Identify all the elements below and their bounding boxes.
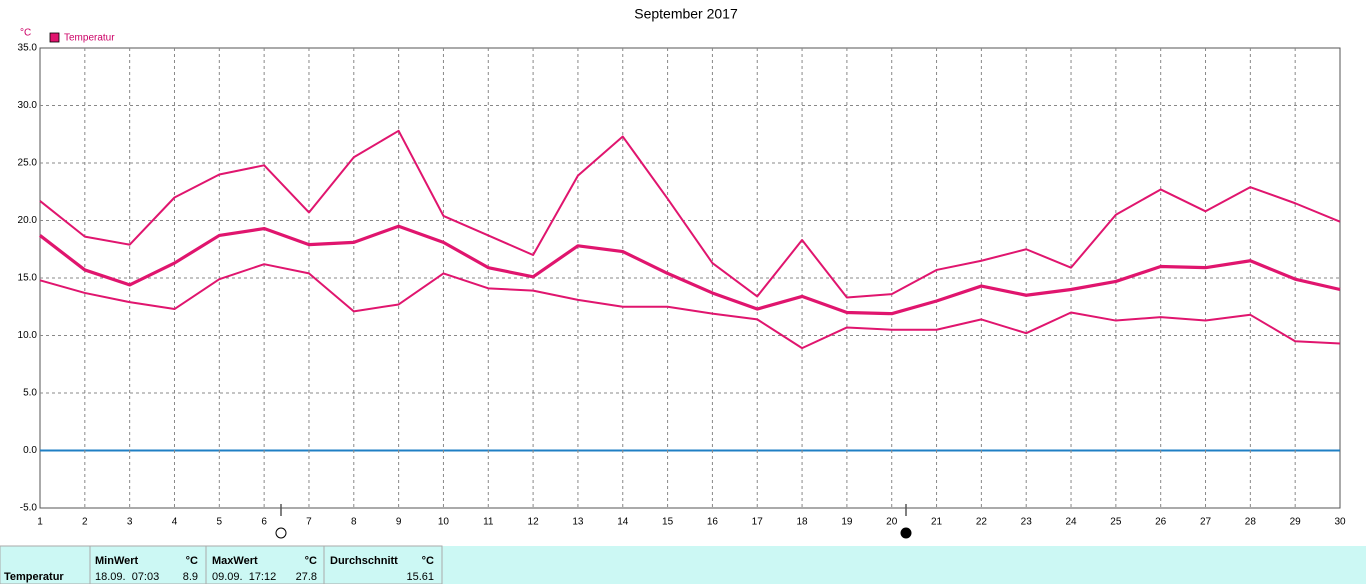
x-tick-label: 5 <box>217 517 223 528</box>
stats-table-border <box>0 545 443 584</box>
x-tick-label: 24 <box>1065 517 1077 528</box>
x-tick-label: 9 <box>396 517 402 528</box>
x-tick-label: 25 <box>1110 517 1122 528</box>
y-tick-label: -5.0 <box>20 503 38 514</box>
y-tick-label: 35.0 <box>18 43 38 54</box>
x-tick-label: 27 <box>1200 517 1212 528</box>
x-tick-label: 11 <box>483 517 494 528</box>
x-tick-label: 16 <box>707 517 719 528</box>
x-tick-label: 29 <box>1290 517 1302 528</box>
y-unit: °C <box>20 28 31 39</box>
new-moon-icon <box>900 527 912 539</box>
table-cell: 27.8 <box>296 571 317 583</box>
x-tick-label: 13 <box>572 517 584 528</box>
x-tick-label: 19 <box>841 517 853 528</box>
x-tick-label: 15 <box>662 517 674 528</box>
x-tick-label: 6 <box>261 517 267 528</box>
x-tick-label: 7 <box>306 517 312 528</box>
x-tick-label: 17 <box>752 517 764 528</box>
legend-swatch <box>49 32 60 43</box>
table-cell: 8.9 <box>183 571 198 583</box>
x-tick-label: 30 <box>1334 517 1346 528</box>
table-cell: 15.61 <box>406 571 434 583</box>
x-tick-label: 3 <box>127 517 133 528</box>
x-tick-label: 1 <box>37 517 43 528</box>
series-line <box>39 224 1341 316</box>
chart-title: September 2017 <box>634 6 738 22</box>
full-moon-icon <box>275 527 287 539</box>
y-tick-label: 0.0 <box>23 445 37 456</box>
table-cell: 09.09. 17:12 <box>212 571 276 583</box>
x-tick-label: 21 <box>931 517 943 528</box>
y-tick-label: 20.0 <box>18 215 38 226</box>
stats-table <box>0 546 1366 584</box>
y-tick-label: 5.0 <box>23 388 37 399</box>
table-header: MaxWert <box>212 555 258 567</box>
table-row-label: Temperatur <box>4 571 64 583</box>
table-cell: 18.09. 07:03 <box>95 571 159 583</box>
x-tick-label: 10 <box>438 517 450 528</box>
table-header: Durchschnitt <box>330 555 398 567</box>
y-tick-label: 15.0 <box>18 273 38 284</box>
y-tick-label: 25.0 <box>18 158 38 169</box>
table-header: °C <box>305 555 317 567</box>
y-tick-label: 10.0 <box>18 330 38 341</box>
x-tick-label: 28 <box>1245 517 1257 528</box>
x-tick-label: 4 <box>172 517 178 528</box>
series-line <box>39 129 1341 299</box>
x-tick-label: 12 <box>528 517 540 528</box>
legend-label: Temperatur <box>64 33 115 44</box>
x-tick-label: 18 <box>797 517 809 528</box>
x-tick-label: 14 <box>617 517 629 528</box>
x-tick-label: 2 <box>82 517 88 528</box>
x-tick-label: 20 <box>886 517 898 528</box>
x-tick-label: 23 <box>1021 517 1033 528</box>
x-tick-label: 8 <box>351 517 357 528</box>
x-tick-label: 22 <box>976 517 988 528</box>
table-header: MinWert <box>95 555 139 567</box>
series-line <box>39 263 1341 350</box>
y-tick-label: 30.0 <box>18 100 38 111</box>
table-header: °C <box>186 555 198 567</box>
table-header: °C <box>422 555 434 567</box>
x-tick-label: 26 <box>1155 517 1167 528</box>
